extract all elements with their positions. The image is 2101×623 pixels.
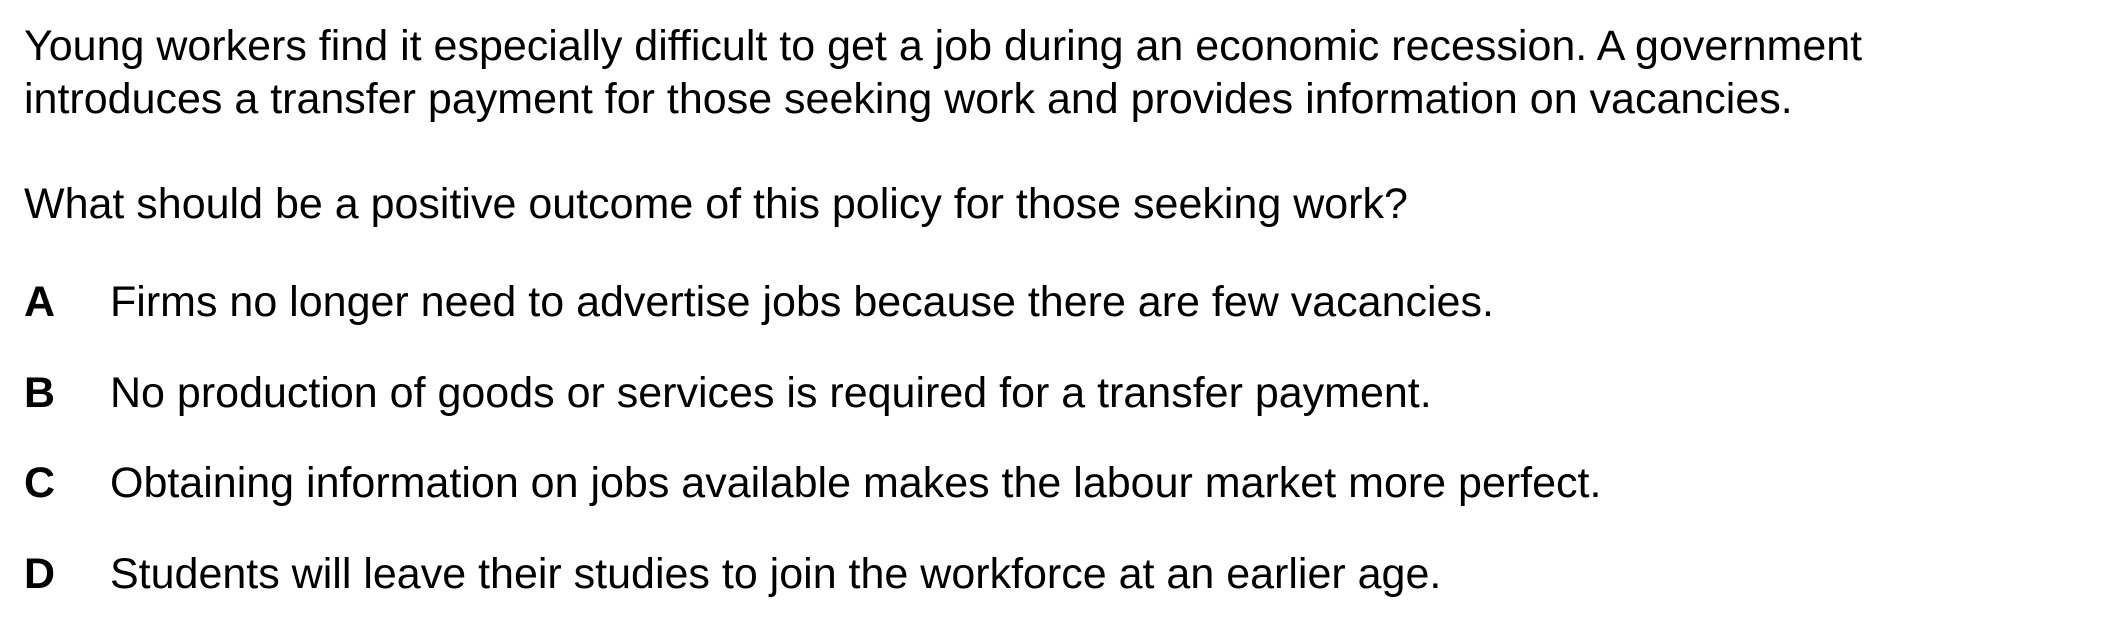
option-b[interactable]: B No production of goods or services is …	[24, 367, 1432, 420]
option-letter-b: B	[24, 369, 56, 417]
stem-line-1: Young workers find it especially difficu…	[24, 22, 1863, 70]
question-stem: Young workers find it especially difficu…	[24, 20, 2084, 126]
option-a[interactable]: A Firms no longer need to advertise jobs…	[24, 276, 1494, 329]
option-text-a: Firms no longer need to advertise jobs b…	[110, 278, 1494, 326]
option-letter-c: C	[24, 459, 56, 507]
option-text-c: Obtaining information on jobs available …	[110, 459, 1602, 507]
option-text-d: Students will leave their studies to joi…	[110, 550, 1442, 598]
option-d[interactable]: D Students will leave their studies to j…	[24, 548, 1441, 601]
option-c[interactable]: C Obtaining information on jobs availabl…	[24, 457, 1601, 510]
question-prompt: What should be a positive outcome of thi…	[24, 180, 1408, 228]
option-letter-d: D	[24, 550, 56, 598]
stem-line-2: introduces a transfer payment for those …	[24, 75, 1793, 123]
option-text-b: No production of goods or services is re…	[110, 369, 1432, 417]
option-letter-a: A	[24, 278, 56, 326]
